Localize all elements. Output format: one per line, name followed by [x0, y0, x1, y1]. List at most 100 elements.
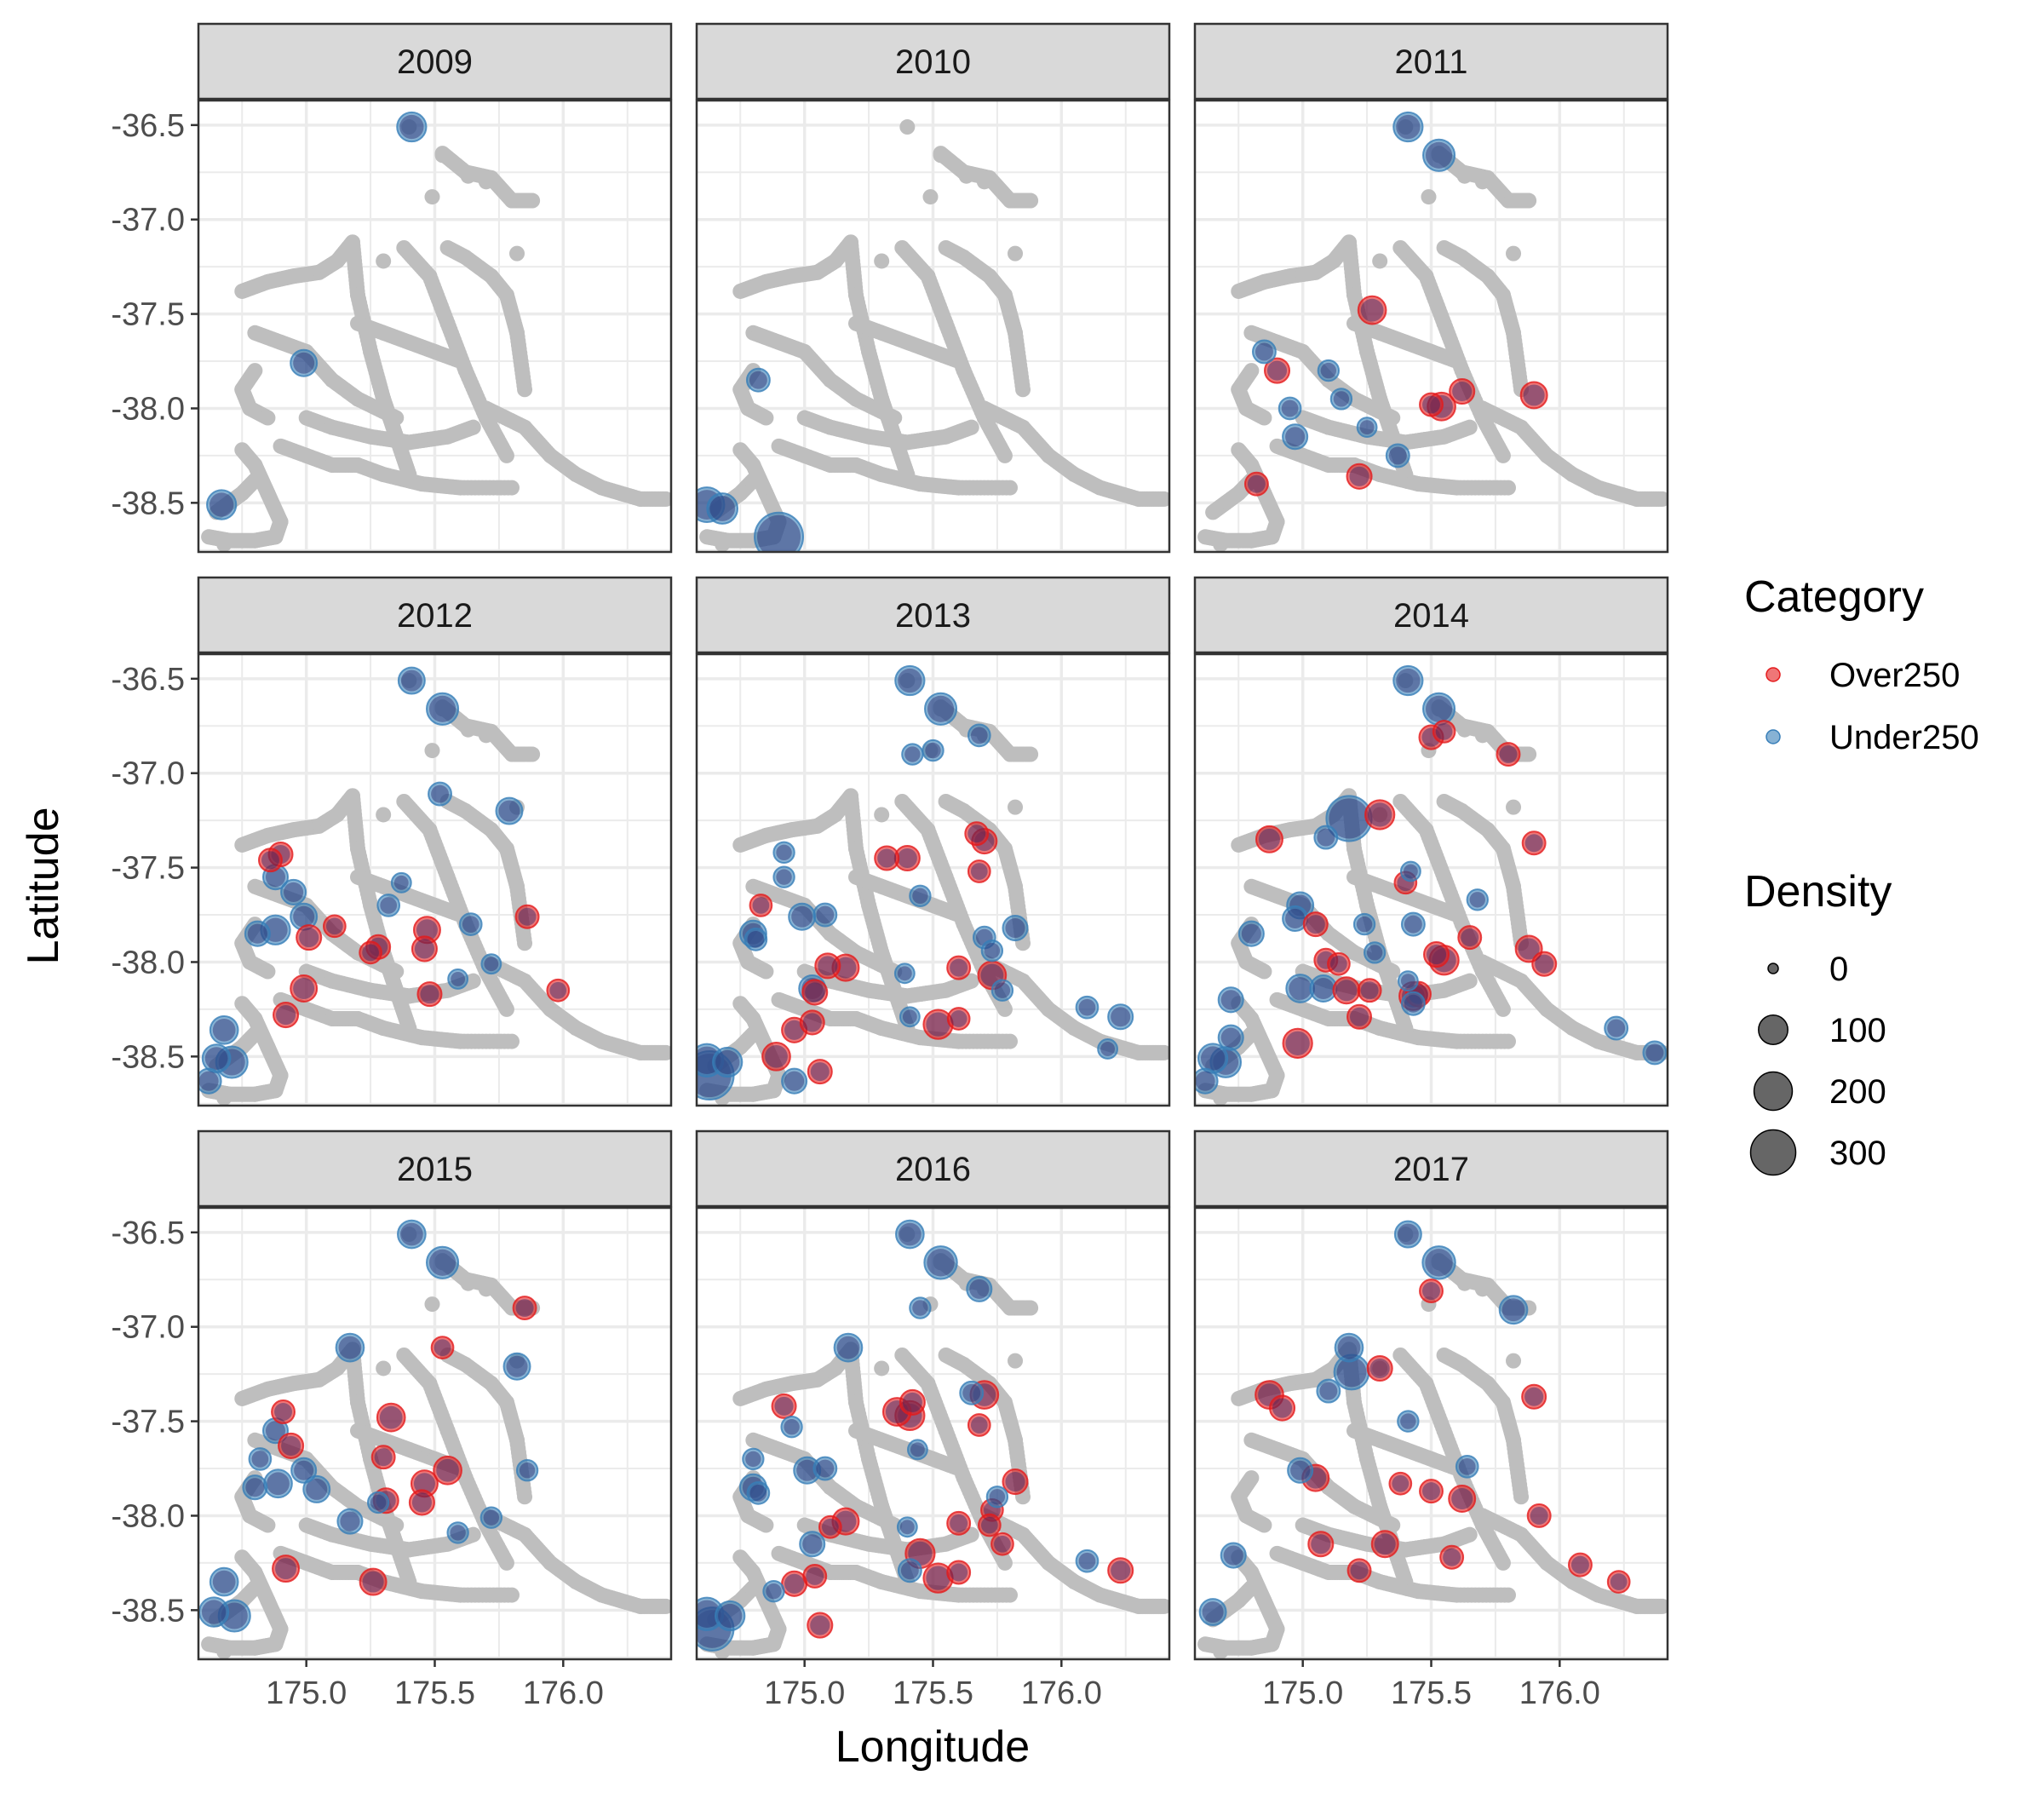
- y-tick-label: -37.0: [111, 203, 185, 238]
- data-point-overlap-shade: [1426, 142, 1452, 169]
- background-site-point: [479, 174, 494, 189]
- background-site-point: [479, 727, 494, 743]
- data-point-overlap-shade: [1422, 396, 1440, 414]
- data-point-overlap-shade: [484, 957, 498, 971]
- data-point-overlap-shade: [326, 917, 343, 934]
- background-site-point: [977, 174, 992, 189]
- data-point-overlap-shade: [1285, 427, 1305, 446]
- data-point-overlap-shade: [749, 371, 767, 389]
- y-tick-label: -36.5: [111, 662, 185, 698]
- background-site-point: [388, 411, 404, 426]
- data-point-overlap-shade: [1360, 420, 1375, 434]
- data-point-overlap-shade: [451, 972, 465, 986]
- background-site-point: [376, 807, 391, 822]
- background-site-point: [1450, 353, 1465, 369]
- data-point-overlap-shade: [210, 492, 233, 516]
- background-site-point: [1002, 480, 1018, 496]
- background-site-point: [525, 193, 540, 209]
- background-site-point: [1385, 411, 1400, 426]
- data-point-overlap-shade: [1452, 382, 1472, 401]
- background-site-point: [517, 935, 532, 951]
- background-site-point: [933, 147, 949, 163]
- data-point-overlap-shade: [709, 496, 735, 521]
- data-point-overlap-shade: [399, 115, 423, 139]
- y-tick-label: -38.5: [111, 1039, 185, 1075]
- background-site-point: [424, 743, 439, 758]
- facet-panel-2012: 2012-36.5-37.0-37.5-38.0-38.5: [111, 578, 674, 1106]
- y-tick-label: -37.5: [111, 851, 185, 887]
- background-site-point: [745, 1026, 761, 1042]
- background-site-point: [745, 473, 761, 488]
- data-point-overlap-shade: [248, 924, 267, 944]
- background-site-point: [1421, 189, 1436, 204]
- facet-strip-label: 2010: [895, 43, 971, 81]
- background-site-point: [1521, 193, 1536, 209]
- y-tick-label: -38.0: [111, 391, 185, 427]
- data-point-overlap-shade: [293, 353, 314, 374]
- y-tick-label: -38.5: [111, 486, 185, 521]
- background-site-point: [247, 1026, 262, 1042]
- background-site-point: [1213, 537, 1228, 552]
- background-site-point: [461, 169, 476, 184]
- background-site-point: [1008, 246, 1023, 261]
- background-site-point: [499, 448, 514, 463]
- data-point-overlap-shade: [1282, 400, 1299, 417]
- y-tick-label: -37.0: [111, 756, 185, 792]
- background-site-point: [504, 1034, 520, 1049]
- background-site-point: [509, 246, 525, 261]
- data-point-overlap-shade: [1396, 115, 1420, 139]
- data-point-overlap-shade: [415, 939, 434, 958]
- background-site-point: [1506, 246, 1521, 261]
- background-site-point: [453, 353, 468, 369]
- background-site-point: [1475, 174, 1490, 189]
- facet-strip-label: 2009: [397, 43, 473, 81]
- data-point-overlap-shade: [462, 916, 479, 933]
- facet-panel-2013: 2013: [686, 578, 1172, 1106]
- y-tick-label: -37.5: [111, 297, 185, 333]
- background-site-point: [376, 253, 391, 268]
- data-point-overlap-shade: [293, 906, 314, 928]
- data-point-overlap-shade: [205, 1047, 228, 1070]
- background-site-point: [216, 537, 232, 552]
- background-site-point: [951, 353, 967, 369]
- data-point-overlap-shade: [420, 985, 439, 1003]
- data-point-overlap-shade: [1524, 384, 1545, 405]
- background-site-point: [1457, 169, 1473, 184]
- background-site-point: [1462, 420, 1478, 435]
- background-site-point: [499, 1002, 514, 1017]
- data-point-overlap-shade: [1350, 467, 1369, 486]
- background-site-point: [758, 411, 773, 426]
- data-point-overlap-shade: [284, 882, 303, 902]
- background-site-point: [887, 411, 902, 426]
- background-site-point: [732, 996, 748, 1011]
- background-site-point: [715, 537, 730, 552]
- background-site-point: [1496, 448, 1511, 463]
- background-site-point: [517, 382, 532, 397]
- data-point-overlap-shade: [1248, 475, 1266, 493]
- background-site-point: [1231, 442, 1246, 457]
- data-point-overlap-shade: [519, 908, 537, 926]
- y-tick-label: -38.0: [111, 945, 185, 980]
- background-site-point: [997, 448, 1013, 463]
- background-site-point: [504, 480, 520, 496]
- background-site-point: [260, 411, 275, 426]
- facet-strip-label: 2013: [895, 597, 971, 635]
- background-site-point: [1023, 193, 1038, 209]
- data-point-overlap-shade: [1255, 342, 1273, 360]
- facet-panel-2010: 2010: [690, 24, 1172, 561]
- background-site-point: [216, 1090, 232, 1106]
- data-point-overlap-shade: [199, 1072, 219, 1091]
- background-site-point: [997, 1002, 1013, 1017]
- data-point-overlap-shade: [1267, 361, 1287, 381]
- background-site-point: [959, 169, 974, 184]
- background-site-point: [1015, 382, 1031, 397]
- background-site-point: [461, 722, 476, 738]
- background-site-point: [435, 147, 451, 163]
- data-point-overlap-shade: [261, 851, 279, 869]
- data-point-overlap-shade: [549, 982, 566, 999]
- data-point-overlap-shade: [431, 785, 449, 803]
- data-point-overlap-shade: [293, 978, 314, 999]
- background-site-point: [899, 119, 915, 135]
